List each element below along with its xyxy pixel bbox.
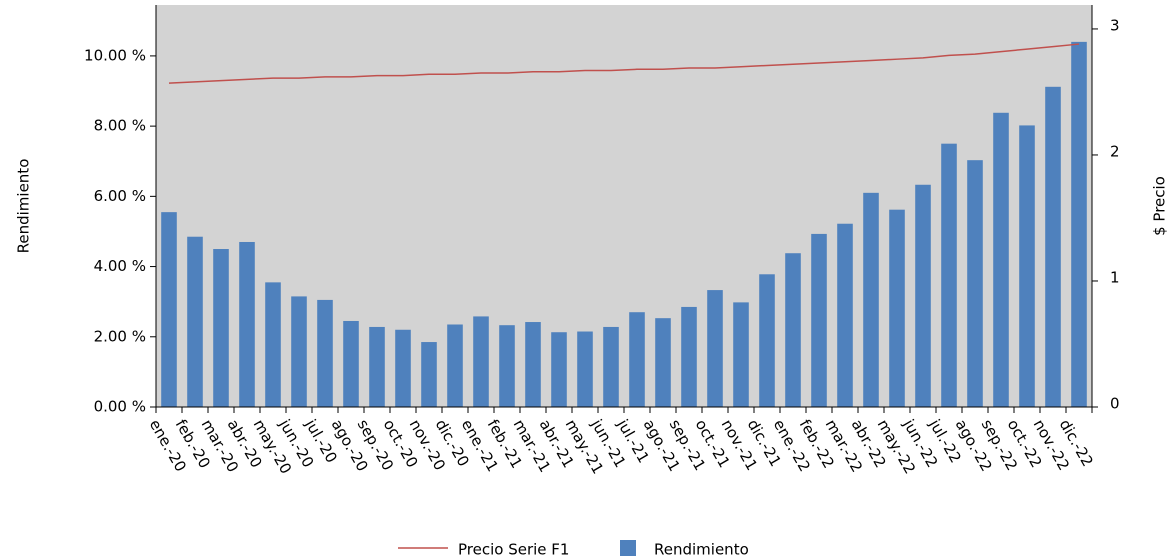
- bar: [993, 112, 1009, 407]
- bar: [447, 324, 463, 407]
- bar: [603, 326, 619, 407]
- bar: [967, 160, 983, 407]
- bar: [577, 331, 593, 407]
- y2-tick-label: 0: [1110, 395, 1120, 413]
- plot-area: [156, 5, 1092, 407]
- bar: [213, 249, 229, 407]
- bar: [915, 184, 931, 407]
- bar: [785, 253, 801, 407]
- bar: [655, 318, 671, 407]
- bar: [265, 282, 281, 407]
- legend-label: Rendimiento: [654, 541, 749, 559]
- bar: [187, 236, 203, 407]
- bar: [473, 316, 489, 407]
- bar: [239, 241, 255, 407]
- bar: [1019, 125, 1035, 408]
- y-tick-label: 6.00 %: [94, 187, 146, 205]
- y2-axis-title: $ Precio: [1151, 176, 1169, 236]
- bar: [889, 209, 905, 407]
- bar: [837, 223, 853, 407]
- bar: [343, 320, 359, 407]
- legend-swatch: [620, 540, 636, 556]
- bar: [291, 296, 307, 407]
- bar: [707, 290, 723, 407]
- bar: [551, 332, 567, 407]
- bar: [811, 233, 827, 407]
- bar: [863, 192, 879, 407]
- bar: [733, 302, 749, 407]
- bar: [941, 143, 957, 408]
- bar: [759, 274, 775, 407]
- legend-label: Precio Serie F1: [458, 541, 569, 559]
- bar: [1045, 86, 1061, 407]
- bar: [681, 306, 697, 407]
- y-tick-label: 4.00 %: [94, 257, 146, 275]
- bar: [421, 342, 437, 407]
- y-tick-label: 8.00 %: [94, 117, 146, 135]
- bar: [369, 326, 385, 407]
- y-tick-label: 2.00 %: [94, 327, 146, 345]
- y2-tick-label: 2: [1110, 142, 1120, 160]
- bar: [395, 329, 411, 407]
- y2-tick-label: 1: [1110, 268, 1120, 286]
- bar: [499, 325, 515, 407]
- y2-tick-label: 3: [1110, 16, 1120, 34]
- bar: [525, 322, 541, 407]
- bar: [317, 299, 333, 407]
- bar: [1071, 41, 1087, 408]
- line: [168, 43, 1080, 84]
- bar: [161, 212, 177, 407]
- y-tick-label: 10.00 %: [84, 46, 146, 64]
- y-tick-label: 0.00 %: [94, 398, 146, 416]
- y-axis-title: Rendimiento: [15, 159, 33, 254]
- bar: [629, 312, 645, 407]
